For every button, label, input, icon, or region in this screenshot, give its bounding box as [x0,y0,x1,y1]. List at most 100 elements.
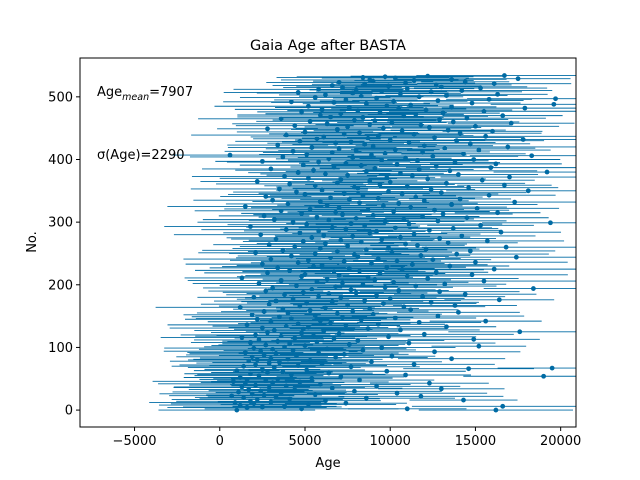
data-point [314,214,320,220]
data-point [324,276,330,282]
data-point [348,364,354,370]
data-point [399,267,405,273]
data-point [312,95,318,100]
data-point [488,165,494,171]
data-point [483,133,489,139]
data-point [290,219,296,225]
data-point [334,311,340,317]
data-point [367,122,373,127]
data-point [382,74,388,80]
data-point [375,195,381,201]
data-point [305,103,311,109]
data-point [236,389,241,395]
data-point [275,338,281,344]
data-point [288,99,294,105]
data-point [309,235,315,241]
data-point [302,343,308,348]
data-point [242,381,248,387]
data-point [300,326,306,332]
data-point [234,368,240,374]
data-point [292,244,298,249]
data-point [445,127,451,133]
data-point [478,85,483,91]
data-point [386,83,391,89]
y-tick-label: 400 [48,153,73,168]
data-point [447,263,453,269]
data-point [467,248,473,254]
data-point [292,123,298,129]
data-point [311,333,316,338]
data-point [340,314,345,320]
data-point [530,286,536,291]
data-point [399,128,405,134]
data-point [324,346,330,352]
data-point [323,171,328,177]
data-point [517,329,523,335]
data-point [343,160,349,166]
data-point [367,77,373,83]
data-point [367,231,373,236]
data-point [401,113,407,119]
data-point [461,397,466,403]
data-point [408,102,414,108]
data-point [263,194,269,199]
data-point [476,343,482,349]
data-point [438,190,444,196]
data-point [338,177,344,182]
data-point [328,255,333,261]
data-point [321,134,327,140]
data-point [360,347,366,353]
data-point [416,319,422,325]
data-point [484,238,490,244]
data-point [326,156,332,162]
data-point [314,279,320,285]
data-point [493,407,499,413]
data-point [363,247,369,253]
data-point [435,98,441,104]
data-point [241,363,247,369]
data-point [336,272,342,278]
data-point [297,138,303,144]
data-point [396,200,402,206]
data-point [242,204,248,209]
data-point [256,281,262,286]
data-point [268,166,274,172]
data-point [323,241,328,246]
data-point [372,165,378,171]
data-point [370,212,376,218]
data-point [329,83,335,88]
data-point [277,186,282,192]
data-point [254,179,260,184]
data-point [415,242,420,248]
data-point [457,130,463,136]
data-point [411,361,417,367]
data-point [338,374,344,380]
data-point [387,179,393,185]
data-point [273,394,279,400]
data-point [329,224,335,230]
data-point [227,152,233,158]
data-point [398,170,403,176]
data-point [292,387,298,393]
data-point [326,217,332,223]
data-point [263,288,269,294]
data-point [254,316,260,322]
data-point [358,163,364,169]
data-point [525,188,531,194]
data-point [522,105,528,111]
data-point [239,335,245,340]
data-point [302,129,308,135]
data-point [295,170,301,176]
data-point [316,350,322,356]
data-point [428,187,434,192]
data-point [389,353,395,359]
data-point [336,146,342,152]
data-point [251,345,257,351]
data-point [423,246,429,252]
data-point [295,260,301,266]
y-axis: 0 100 200 300 400 500 [48,90,80,419]
data-point [360,193,366,199]
data-point [428,299,434,305]
data-point [403,241,408,247]
data-point [317,112,323,118]
